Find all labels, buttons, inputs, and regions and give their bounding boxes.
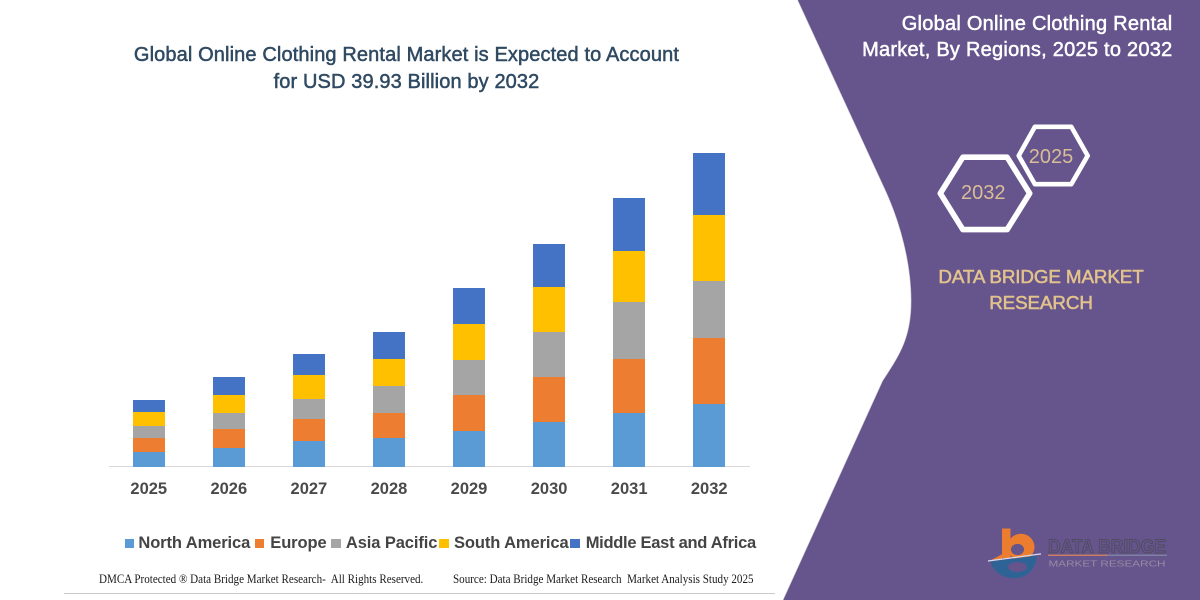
svg-text:DATA BRIDGE: DATA BRIDGE [1048, 537, 1166, 558]
svg-text:2032: 2032 [961, 182, 1006, 204]
svg-text:MARKET RESEARCH: MARKET RESEARCH [1049, 559, 1166, 569]
svg-text:2025: 2025 [1029, 146, 1074, 168]
